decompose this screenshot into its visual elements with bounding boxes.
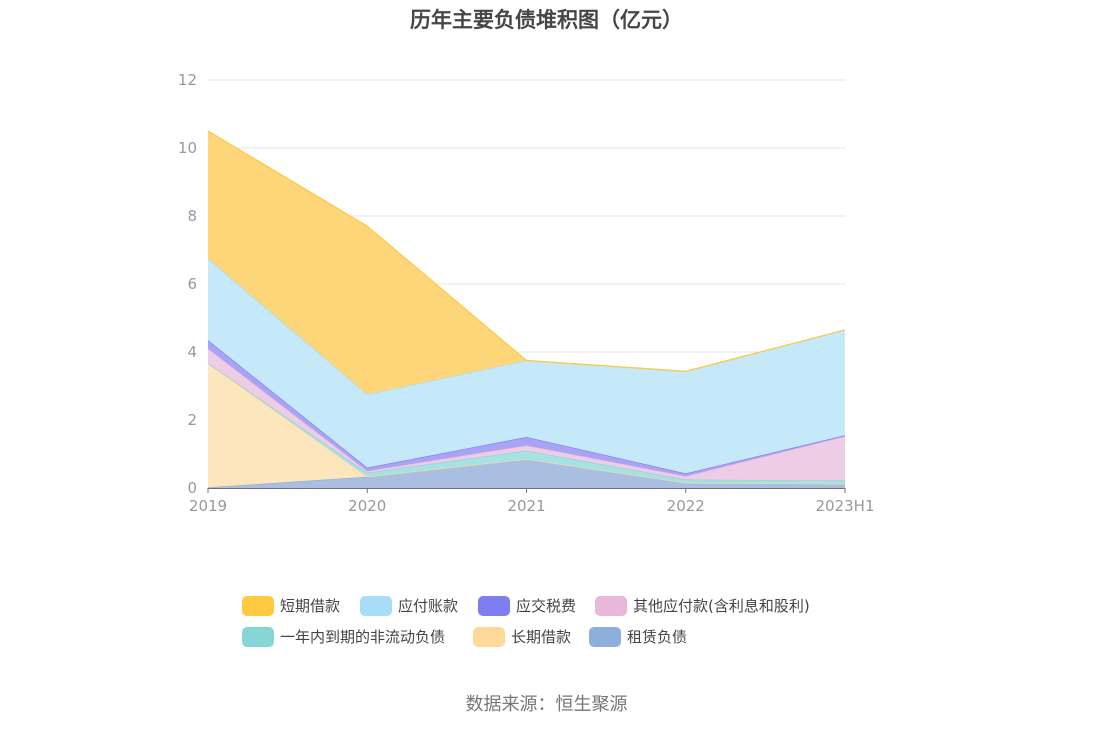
- area-series-5: [208, 258, 845, 474]
- area-series-1: [208, 363, 845, 488]
- x-tick-label: 2023H1: [816, 497, 875, 515]
- area-series-0: [208, 459, 845, 488]
- legend-label: 短期借款: [280, 597, 341, 615]
- legend-swatch: [360, 595, 392, 616]
- area-series-6: [208, 131, 845, 395]
- x-tick-label: 2022: [667, 497, 705, 515]
- legend-label: 应付账款: [398, 597, 459, 615]
- legend-swatch: [473, 626, 505, 647]
- legend-label: 长期借款: [511, 628, 572, 646]
- chart-title: 历年主要负债堆积图（亿元）: [410, 8, 683, 32]
- legend-label: 其他应付款(含利息和股利): [633, 597, 810, 615]
- y-tick-label: 0: [187, 479, 197, 497]
- legend-label: 租赁负债: [627, 628, 688, 646]
- y-tick-label: 2: [187, 411, 197, 429]
- legend-swatch: [242, 595, 274, 616]
- source-note: 数据来源：恒生聚源: [465, 694, 628, 715]
- legend-item-long-term-loans[interactable]: 长期借款: [473, 626, 571, 647]
- line-series-6: [207, 130, 846, 372]
- legend-item-lease-liabilities[interactable]: 租赁负债: [589, 626, 687, 647]
- legend-item-other-payables[interactable]: 其他应付款(含利息和股利): [595, 595, 810, 616]
- legend-item-short-term-loans[interactable]: 短期借款: [242, 595, 340, 616]
- y-tick-label: 10: [178, 139, 197, 157]
- x-tick-label: 2020: [348, 497, 386, 515]
- legend-item-taxes-payable[interactable]: 应交税费: [478, 595, 576, 616]
- y-tick-label: 4: [187, 343, 197, 361]
- y-tick-label: 6: [187, 275, 197, 293]
- legend-item-current-noncurrent-liabilities[interactable]: 一年内到期的非流动负债: [242, 626, 445, 647]
- legend-label: 应交税费: [516, 597, 577, 615]
- legend-item-accounts-payable[interactable]: 应付账款: [360, 595, 458, 616]
- y-tick-label: 8: [187, 207, 197, 225]
- legend-label: 一年内到期的非流动负债: [280, 628, 446, 646]
- x-tick-label: 2019: [189, 497, 227, 515]
- legend-swatch: [595, 595, 627, 616]
- y-tick-label: 12: [178, 71, 197, 89]
- legend-swatch: [242, 626, 274, 647]
- area-series-3: [208, 348, 845, 481]
- legend-swatch: [589, 626, 621, 647]
- legend-swatch: [478, 595, 510, 616]
- x-tick-label: 2021: [507, 497, 545, 515]
